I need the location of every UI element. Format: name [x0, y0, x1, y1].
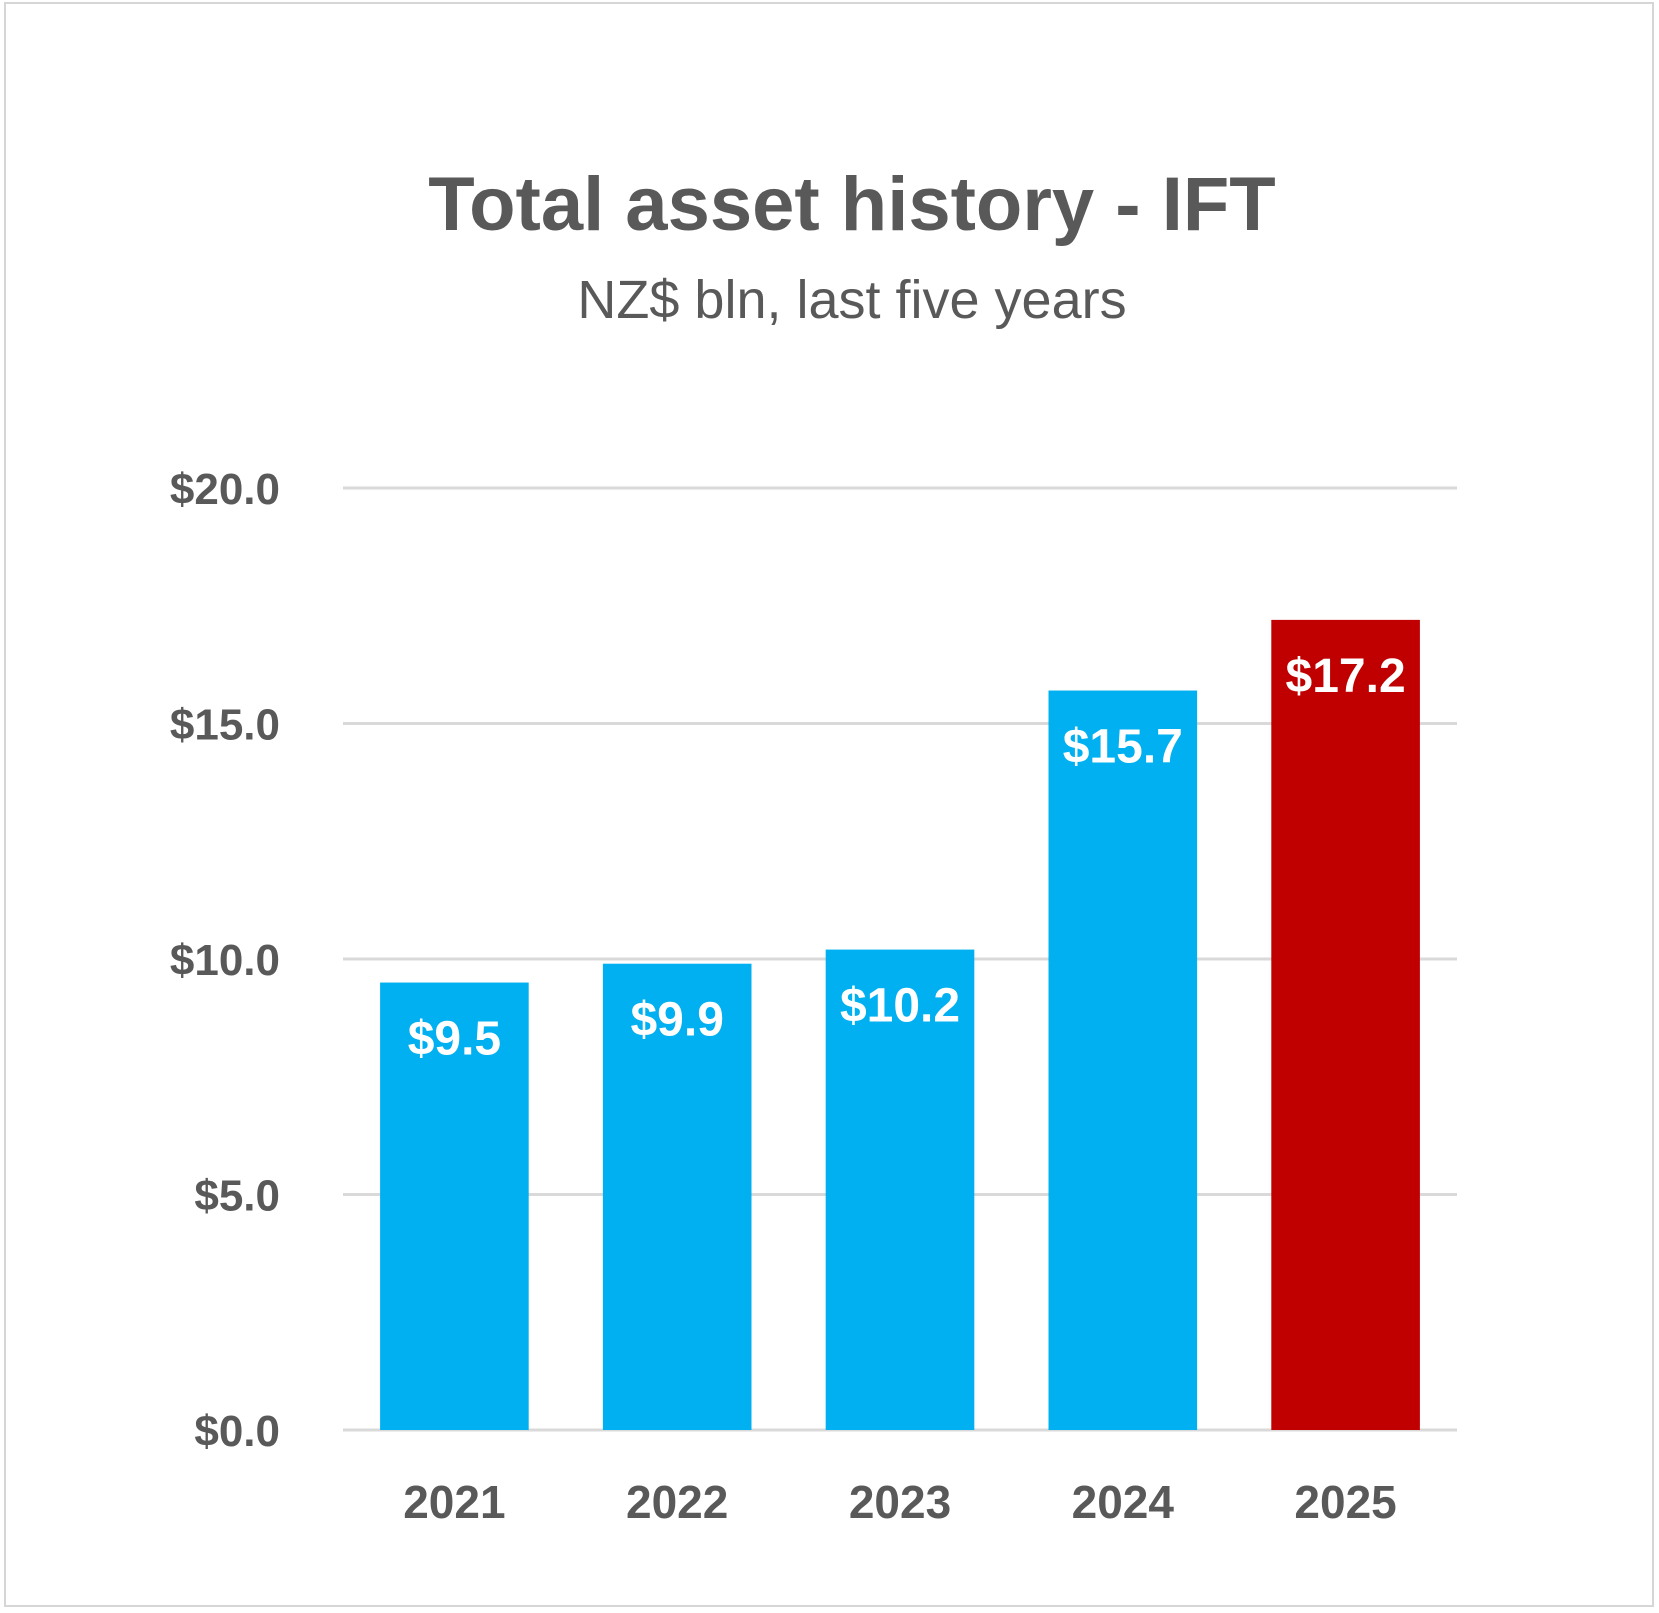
- y-tick-label: $5.0: [194, 1172, 280, 1221]
- y-tick-label: $15.0: [170, 701, 280, 750]
- data-label-2023: $10.2: [840, 980, 960, 1033]
- x-tick-label-2023: 2023: [849, 1476, 951, 1528]
- y-tick-label: $10.0: [170, 936, 280, 985]
- y-tick-label: $0.0: [194, 1407, 280, 1456]
- bar-2023: [825, 949, 975, 1430]
- bar-2025: [1271, 619, 1420, 1430]
- bar-2021: [380, 982, 529, 1430]
- data-label-2025: $17.2: [1286, 650, 1406, 703]
- data-labels: $9.5 $9.9 $10.2 $15.7 $17.2: [408, 650, 1406, 1066]
- x-tick-label-2024: 2024: [1072, 1476, 1175, 1528]
- data-label-2021: $9.5: [408, 1013, 501, 1066]
- data-label-2022: $9.9: [630, 994, 723, 1047]
- bar-2022: [602, 963, 752, 1430]
- data-label-2024: $15.7: [1063, 721, 1183, 774]
- y-tick-label: $20.0: [170, 465, 280, 514]
- chart-title: Total asset history - IFT: [428, 162, 1275, 247]
- x-tick-label-2025: 2025: [1294, 1476, 1396, 1528]
- x-tick-label-2021: 2021: [403, 1476, 505, 1528]
- y-axis-tick-labels: $0.0 $5.0 $10.0 $15.0 $20.0: [170, 465, 280, 1456]
- bars: [380, 619, 1420, 1430]
- x-tick-label-2022: 2022: [626, 1476, 728, 1528]
- bar-2024: [1048, 690, 1198, 1430]
- x-axis-tick-labels: 2021 2022 2023 2024 2025: [403, 1476, 1397, 1528]
- chart-subtitle: NZ$ bln, last five years: [577, 270, 1126, 330]
